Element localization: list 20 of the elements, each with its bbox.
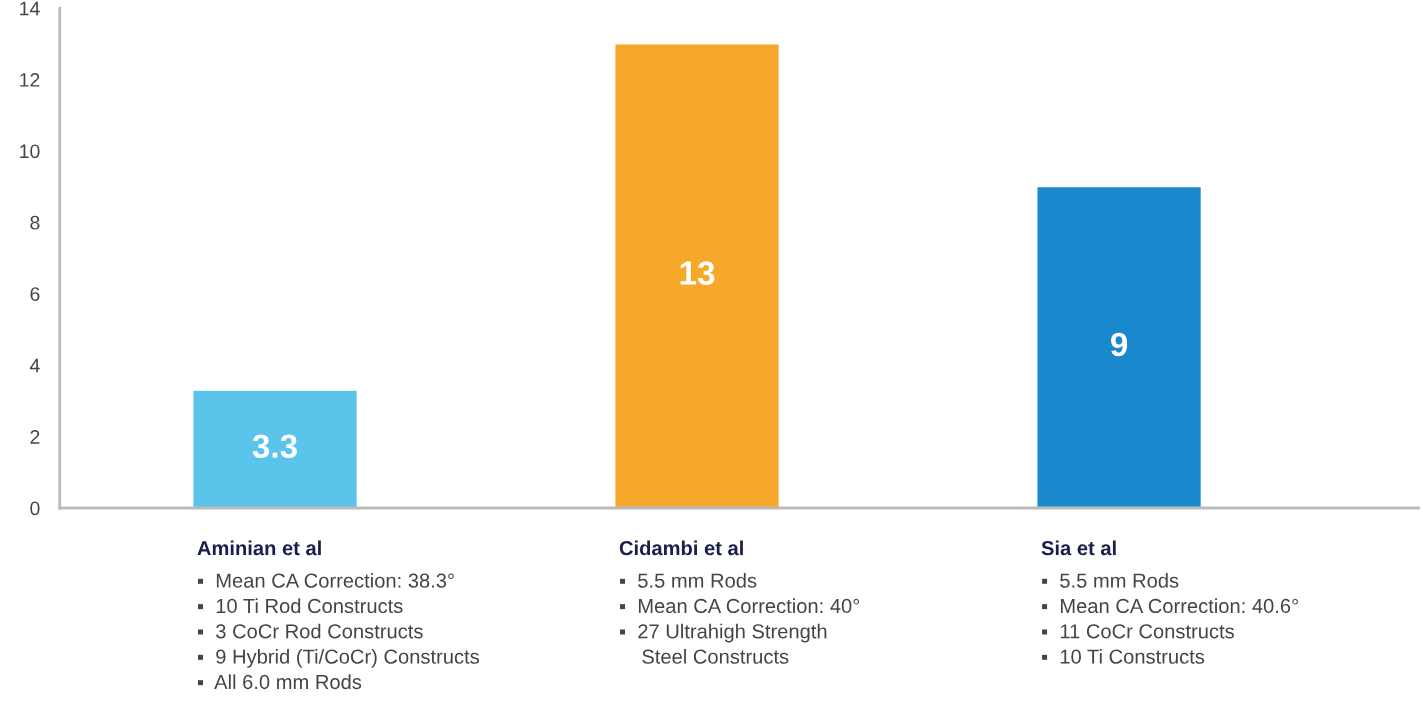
y-tick-label: 0 (30, 501, 40, 516)
x-tick-label: Sia et al (1041, 540, 1116, 556)
data-label: 3.3 (252, 434, 297, 459)
y-tick-label: 4 (29, 358, 40, 373)
text: ▪ 5.5 mm Rods ▪ Mean CA Correction: 40.6° ▪ 11 CoCr Constructs ▪ 10 Ti Constructs (1042, 572, 1298, 664)
text: ▪ 5.5 mm Rods ▪ Mean CA Correction: 40° ▪ 27 Ultrahigh Strength Steel Constructs (620, 572, 860, 664)
y-tick-label: 14 (20, 1, 40, 16)
text: ▪ Mean CA Correction: 38.3° ▪ 10 Ti Rod Constructs ▪ 3 CoCr Rod Constructs ▪ 9 Hybrid (Ti/CoCr) Constructs ▪ All 6.0 mm Rods (198, 572, 479, 690)
y-tick-label: 6 (30, 287, 40, 302)
bar (1036, 185, 1203, 508)
y-tick-label: 12 (20, 73, 40, 87)
x-tick-label: Cidambi et al (619, 540, 743, 556)
data-label: 9 (1110, 332, 1128, 357)
x-tick-label: Aminian et al (197, 540, 321, 556)
data-label: 13 (680, 261, 715, 285)
y-tick-label: 8 (30, 215, 40, 230)
y-tick-label: 2 (30, 430, 40, 444)
bar (192, 389, 358, 508)
y-tick-label: 10 (20, 144, 40, 159)
bar (614, 43, 781, 508)
